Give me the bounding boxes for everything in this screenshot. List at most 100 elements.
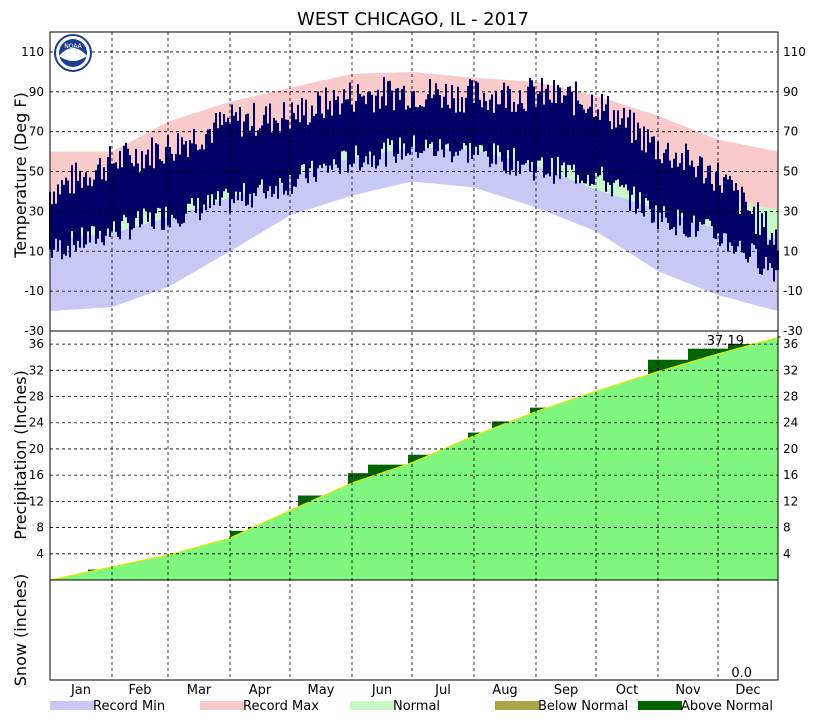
- legend-swatch: [200, 701, 244, 710]
- above-normal-fill: [670, 359, 673, 369]
- above-normal-fill: [312, 495, 315, 501]
- above-normal-fill: [700, 348, 703, 360]
- above-normal-fill: [474, 432, 477, 436]
- temperature-tick-label-left: -30: [24, 324, 44, 338]
- above-normal-fill: [668, 359, 671, 369]
- legend-swatch: [495, 701, 539, 710]
- month-label: Nov: [675, 683, 701, 698]
- above-normal-fill: [498, 421, 501, 427]
- temperature-tick-label-left: 90: [29, 85, 44, 99]
- above-normal-fill: [734, 344, 737, 350]
- temperature-tick-label-left: 50: [29, 165, 44, 179]
- above-normal-fill: [538, 407, 541, 411]
- above-normal-fill: [380, 464, 383, 474]
- above-normal-fill: [662, 359, 665, 371]
- above-normal-fill: [494, 421, 497, 428]
- above-normal-fill: [744, 344, 747, 347]
- above-normal-fill: [714, 348, 717, 356]
- month-label: Apr: [249, 683, 272, 698]
- above-normal-fill: [306, 495, 309, 504]
- above-normal-fill: [394, 464, 397, 469]
- above-normal-fill: [240, 530, 243, 534]
- above-normal-fill: [398, 464, 401, 468]
- legend-label: Below Normal: [538, 699, 628, 714]
- above-normal-fill: [470, 432, 473, 438]
- above-normal-fill: [420, 454, 423, 460]
- precipitation-tick-label-right: 36: [783, 337, 798, 351]
- above-normal-fill: [656, 359, 659, 373]
- precipitation-axis-label: Precipitation (Inches): [11, 370, 30, 540]
- above-normal-fill: [746, 344, 749, 347]
- temperature-tick-label-right: 110: [783, 45, 806, 59]
- temperature-panel: 110 110 90 90 70 70 50 50 30 30 10 10 -10 -10 -30 -30: [21, 45, 806, 338]
- above-normal-fill: [234, 530, 237, 537]
- above-normal-fill: [674, 359, 677, 367]
- precipitation-total-label: 37.19: [707, 334, 744, 349]
- temperature-tick-label-right: 90: [783, 85, 798, 99]
- snow-frame: [49, 579, 779, 681]
- above-normal-fill: [422, 454, 425, 459]
- above-normal-fill: [694, 348, 697, 361]
- above-normal-fill: [416, 454, 419, 461]
- precipitation-tick-label-right: 20: [783, 442, 798, 456]
- above-normal-fill: [502, 421, 505, 425]
- temperature-tick-label-left: 10: [29, 244, 44, 258]
- month-axis: Jan Feb Mar Apr May Jun Jul Aug Sep Oct Nov Dec: [49, 31, 779, 698]
- above-normal-fill: [238, 530, 241, 535]
- above-normal-fill: [414, 454, 417, 462]
- above-normal-fill: [652, 359, 655, 374]
- legend-swatch: [350, 701, 394, 710]
- above-normal-fill: [718, 348, 721, 354]
- noaa-logo-text: NOAA: [64, 43, 82, 50]
- snow-axis-label: Snow (inches): [11, 574, 30, 686]
- above-normal-fill: [236, 530, 239, 536]
- legend-label: Record Max: [243, 699, 319, 714]
- above-normal-fill: [682, 359, 685, 365]
- precipitation-tick-label-right: 4: [783, 547, 791, 561]
- above-normal-fill: [372, 464, 375, 477]
- above-normal-fill: [384, 464, 387, 473]
- above-normal-fill: [472, 432, 475, 437]
- precipitation-tick-label-left: 4: [36, 547, 44, 561]
- above-normal-fill: [368, 464, 371, 478]
- above-normal-fill: [532, 407, 535, 414]
- above-normal-fill: [304, 495, 307, 505]
- above-normal-fill: [690, 348, 693, 363]
- above-normal-fill: [316, 495, 319, 499]
- above-normal-fill: [680, 359, 683, 366]
- above-normal-fill: [300, 495, 303, 507]
- above-normal-fill: [350, 473, 353, 484]
- above-normal-fill: [358, 473, 361, 481]
- month-label: Oct: [616, 683, 638, 698]
- month-label: Dec: [735, 683, 760, 698]
- above-normal-fill: [738, 344, 741, 349]
- above-normal-fill: [232, 530, 235, 538]
- legend: Record Min Record Max Normal Below Normal Ab…: [50, 699, 773, 714]
- above-normal-fill: [722, 348, 725, 353]
- above-normal-fill: [392, 464, 395, 470]
- above-normal-fill: [412, 454, 415, 463]
- temperature-tick-label-right: 10: [783, 244, 798, 258]
- above-normal-fill: [364, 473, 367, 479]
- above-normal-fill: [418, 454, 421, 461]
- temperature-tick-label-right: 30: [783, 204, 798, 218]
- above-normal-fill: [672, 359, 675, 368]
- above-normal-fill: [396, 464, 399, 469]
- precipitation-tick-label-right: 8: [783, 521, 791, 535]
- above-normal-fill: [712, 348, 715, 356]
- precipitation-tick-label-left: 28: [29, 390, 44, 404]
- above-normal-fill: [88, 569, 91, 572]
- precipitation-tick-label-right: 24: [783, 416, 798, 430]
- month-label: May: [308, 683, 335, 698]
- above-normal-fill: [248, 526, 251, 530]
- above-normal-fill: [778, 336, 781, 338]
- above-normal-fill: [686, 359, 689, 364]
- above-normal-fill: [676, 359, 679, 367]
- above-normal-fill: [408, 454, 411, 464]
- above-normal-fill: [314, 495, 317, 500]
- precipitation-tick-label-left: 16: [29, 468, 44, 482]
- above-normal-fill: [360, 473, 363, 481]
- above-normal-fill: [476, 432, 479, 436]
- precipitation-tick-label-right: 16: [783, 468, 798, 482]
- chart-title: WEST CHICAGO, IL - 2017: [297, 9, 529, 30]
